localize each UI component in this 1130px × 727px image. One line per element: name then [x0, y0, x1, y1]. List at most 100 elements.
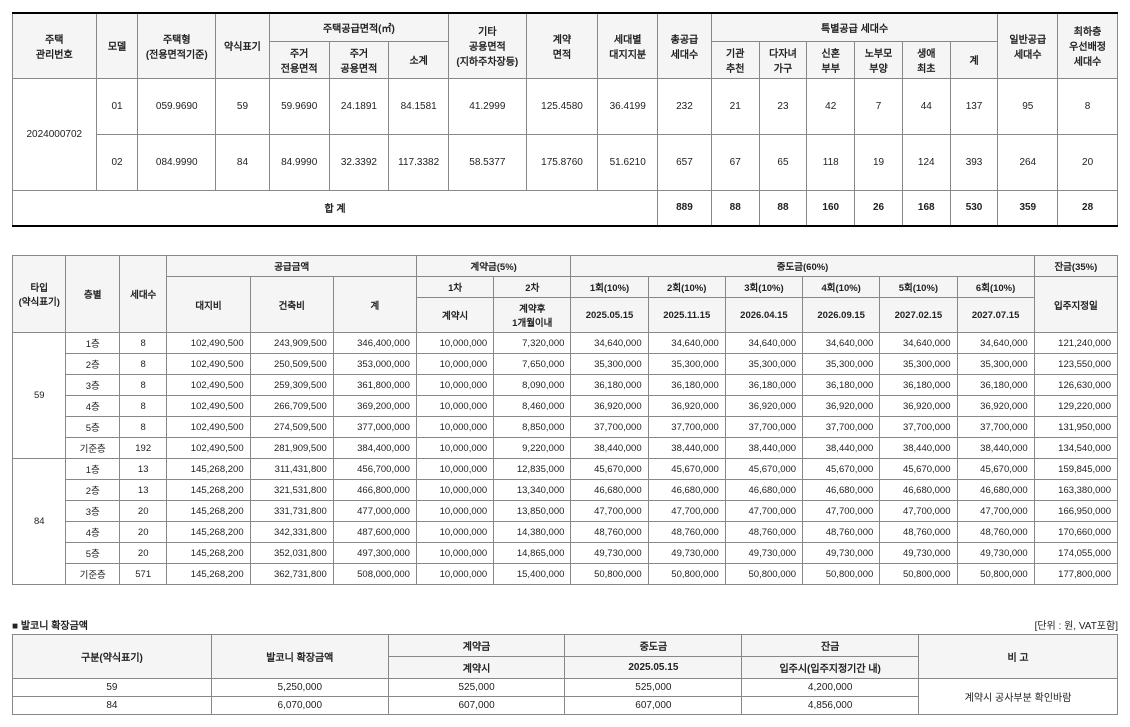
cell: 232	[658, 78, 712, 134]
h2-d1s: 계약시	[416, 298, 493, 333]
cell: 36,920,000	[725, 396, 802, 417]
h2-m6d: 2027.07.15	[957, 298, 1034, 333]
sum-s2: 88	[759, 190, 807, 226]
cell: 102,490,500	[167, 333, 250, 354]
cell: 5층	[66, 417, 119, 438]
cell: 10,000,000	[416, 459, 493, 480]
cell: 3층	[66, 375, 119, 396]
cell: 10,000,000	[416, 375, 493, 396]
cell: 37,700,000	[571, 417, 648, 438]
cell: 58.5377	[449, 134, 527, 190]
cell: 34,640,000	[648, 333, 725, 354]
cell: 264	[998, 134, 1058, 190]
cell: 321,531,800	[250, 480, 333, 501]
cell: 126,630,000	[1034, 375, 1117, 396]
cell: 059.9690	[138, 78, 216, 134]
cell: 59.9690	[269, 78, 329, 134]
h-abbr: 약식표기	[216, 13, 270, 78]
sum-s5: 168	[902, 190, 950, 226]
cell: 36,920,000	[648, 396, 725, 417]
balcony-caption: ■ 발코니 확장금액	[12, 617, 88, 632]
cell: 13	[119, 480, 167, 501]
cell: 20	[119, 501, 167, 522]
cell: 145,268,200	[167, 522, 250, 543]
h2-m2: 2회(10%)	[648, 277, 725, 298]
cell: 131,950,000	[1034, 417, 1117, 438]
h2-build: 건축비	[250, 277, 333, 333]
table-row: 02084.99908484.999032.3392117.338258.537…	[13, 134, 1118, 190]
table-row: 841층13145,268,200311,431,800456,700,0001…	[13, 459, 1118, 480]
table-row: 4층20145,268,200342,331,800487,600,00010,…	[13, 522, 1118, 543]
sum-s4: 26	[855, 190, 903, 226]
h-5c: 소계	[389, 41, 449, 78]
table-row: 3층8102,490,500259,309,500361,800,00010,0…	[13, 375, 1118, 396]
cell: 525,000	[565, 679, 742, 697]
cell: 145,268,200	[167, 480, 250, 501]
cell: 45,670,000	[725, 459, 802, 480]
cell: 1층	[66, 459, 119, 480]
cell: 36,180,000	[725, 375, 802, 396]
cell: 36.4199	[598, 78, 658, 134]
cell: 7	[855, 78, 903, 134]
cell: 45,670,000	[648, 459, 725, 480]
cell: 346,400,000	[333, 333, 416, 354]
cell: 10,000,000	[416, 543, 493, 564]
balcony-table: 구분(약식표기) 발코니 확장금액 계약금 중도금 잔금 비 고 계약시 202…	[12, 634, 1118, 715]
cell: 45,670,000	[880, 459, 957, 480]
table-row: 기준층192102,490,500281,909,500384,400,0001…	[13, 438, 1118, 459]
cell: 10,000,000	[416, 522, 493, 543]
h-5b: 주거공용면적	[329, 41, 389, 78]
cell: 50,800,000	[957, 564, 1034, 585]
t1-sum: 합 계 889 88 88 160 26 168 530 359 28	[13, 190, 1118, 226]
t2-head: 타입(약식표기) 층별 세대수 공급금액 계약금(5%) 중도금(60%) 잔금…	[13, 256, 1118, 333]
cell: 102,490,500	[167, 396, 250, 417]
h-10b: 다자녀가구	[759, 41, 807, 78]
cell: 393	[950, 134, 998, 190]
sum-s3: 160	[807, 190, 855, 226]
cell: 331,731,800	[250, 501, 333, 522]
cell: 174,055,000	[1034, 543, 1117, 564]
cell: 12,835,000	[494, 459, 571, 480]
sum-s6: 530	[950, 190, 998, 226]
cell: 47,700,000	[648, 501, 725, 522]
cell: 6,070,000	[211, 697, 388, 715]
cell: 37,700,000	[725, 417, 802, 438]
cell: 7,650,000	[494, 354, 571, 375]
h3-amt: 발코니 확장금액	[211, 635, 388, 679]
cell: 8	[119, 417, 167, 438]
h2-d1: 1차	[416, 277, 493, 298]
h3-midD: 2025.05.15	[565, 657, 742, 679]
table-row: 3층20145,268,200331,731,800477,000,00010,…	[13, 501, 1118, 522]
cell: 353,000,000	[333, 354, 416, 375]
h2-d2s: 계약후1개월이내	[494, 298, 571, 333]
cell: 47,700,000	[957, 501, 1034, 522]
cell: 10,000,000	[416, 501, 493, 522]
cell: 274,509,500	[250, 417, 333, 438]
cell: 102,490,500	[167, 375, 250, 396]
cell: 10,000,000	[416, 438, 493, 459]
h2-m3d: 2026.04.15	[725, 298, 802, 333]
h2-units: 세대수	[119, 256, 167, 333]
cell: 10,000,000	[416, 333, 493, 354]
cell: 67	[711, 134, 759, 190]
table-row: 5층20145,268,200352,031,800497,300,00010,…	[13, 543, 1118, 564]
cell: 124	[902, 134, 950, 190]
cell: 34,640,000	[880, 333, 957, 354]
cell: 02	[96, 134, 138, 190]
cell: 14,380,000	[494, 522, 571, 543]
cell: 497,300,000	[333, 543, 416, 564]
cell: 24.1891	[329, 78, 389, 134]
sum-label: 합 계	[13, 190, 658, 226]
h3-note: 비 고	[919, 635, 1118, 679]
cell: 38,440,000	[725, 438, 802, 459]
sum-gen: 359	[998, 190, 1058, 226]
cell: 46,680,000	[803, 480, 880, 501]
cell: 36,180,000	[957, 375, 1034, 396]
cell: 38,440,000	[880, 438, 957, 459]
cell: 49,730,000	[957, 543, 1034, 564]
cell: 20	[1058, 134, 1118, 190]
price-schedule-table: 타입(약식표기) 층별 세대수 공급금액 계약금(5%) 중도금(60%) 잔금…	[12, 255, 1118, 585]
cell: 102,490,500	[167, 354, 250, 375]
cell: 84.9990	[269, 134, 329, 190]
cell: 129,220,000	[1034, 396, 1117, 417]
